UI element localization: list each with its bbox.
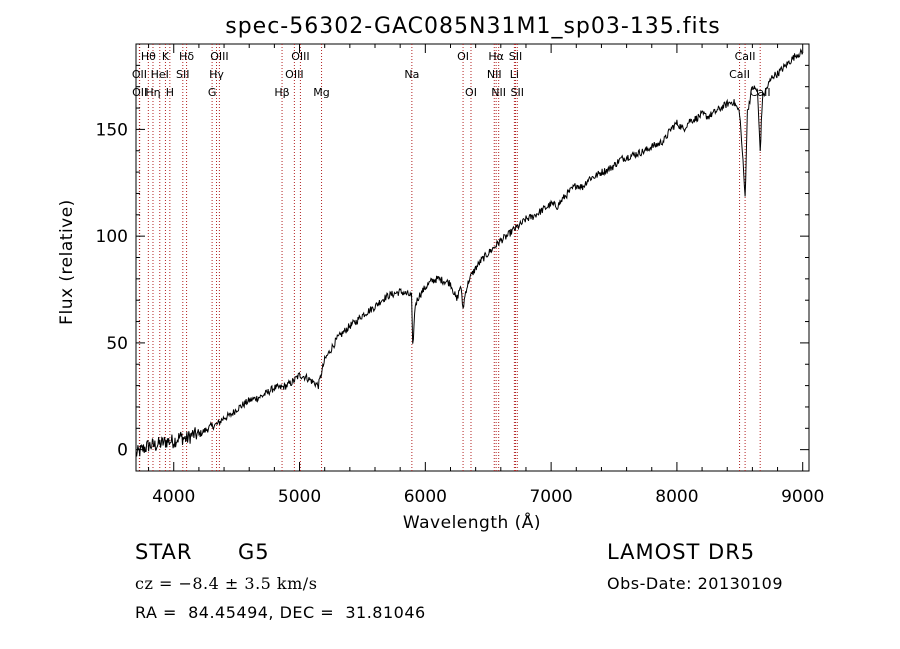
redshift-velocity: cz = −8.4 ± 3.5 km/s — [135, 574, 318, 593]
x-tick-label: 7000 — [529, 487, 572, 507]
marker-label-g: G — [208, 86, 217, 99]
marker-label-hγ: Hγ — [209, 68, 224, 81]
x-axis-label: Wavelength (Å) — [403, 511, 541, 533]
axis-ticks — [136, 43, 809, 472]
marker-label-hα: Hα — [488, 50, 504, 63]
marker-label-k: K — [162, 50, 170, 63]
marker-label-sii: SII — [176, 68, 189, 81]
object-class: STAR — [135, 540, 193, 564]
marker-label-li: Li — [510, 68, 519, 81]
axis-tick-labels: 4000 5000 6000 7000 8000 9000 0 50 100 150 — [96, 120, 825, 507]
x-tick-label: 9000 — [781, 487, 824, 507]
marker-label-caii: CaII — [735, 50, 756, 63]
marker-label-mg: Mg — [313, 86, 329, 99]
x-tick-label: 6000 — [404, 487, 447, 507]
marker-label-oii: OII — [132, 68, 147, 81]
x-tick-label: 5000 — [278, 487, 321, 507]
spectrum-line — [135, 48, 804, 457]
marker-label-hei: HeI — [151, 68, 169, 81]
y-tick-label: 0 — [117, 441, 128, 461]
spectral-subclass: G5 — [238, 540, 270, 564]
marker-label-oiii: OIII — [210, 50, 228, 63]
marker-label-oiii: OIII — [291, 50, 309, 63]
y-tick-label: 50 — [106, 334, 128, 354]
marker-label-sii: SII — [511, 86, 524, 99]
marker-label-nii: NII — [491, 86, 506, 99]
observation-date: Obs-Date: 20130109 — [607, 574, 784, 593]
y-tick-label: 100 — [96, 227, 128, 247]
marker-label-oi: OI — [465, 86, 477, 99]
marker-label-oii: OII — [132, 86, 147, 99]
y-axis-label: Flux (relative) — [57, 199, 77, 325]
marker-label-oi: OI — [457, 50, 469, 63]
marker-label-caii: CaII — [729, 68, 750, 81]
marker-label-hη: Hη — [145, 86, 160, 99]
y-tick-label: 150 — [96, 120, 128, 140]
line-markers — [138, 44, 761, 471]
chart-title: spec-56302-GAC085N31M1_sp03-135.fits — [225, 14, 721, 39]
marker-label-sii: SII — [509, 50, 522, 63]
x-tick-label: 8000 — [655, 487, 698, 507]
marker-label-na: Na — [404, 68, 419, 81]
plot-frame — [135, 43, 810, 472]
marker-label-hθ: Hθ — [141, 50, 156, 63]
survey-name: LAMOST DR5 — [607, 540, 756, 564]
marker-label-oiii: OIII — [285, 68, 303, 81]
marker-label-hβ: Hβ — [274, 86, 289, 99]
marker-label-h: H — [166, 86, 174, 99]
marker-label-hδ: Hδ — [179, 50, 194, 63]
coordinates: RA = 84.45494, DEC = 31.81046 — [135, 603, 426, 622]
marker-label-nii: NII — [487, 68, 502, 81]
x-tick-label: 4000 — [152, 487, 195, 507]
